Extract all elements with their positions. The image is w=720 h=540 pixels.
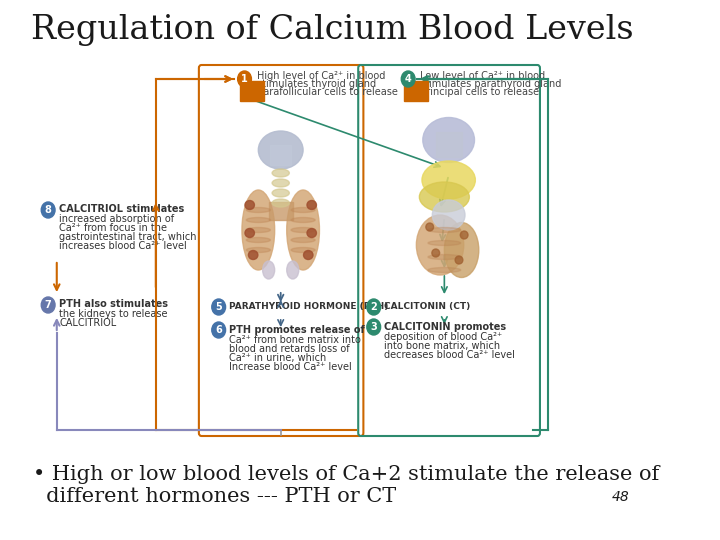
Circle shape [401,71,415,87]
Circle shape [366,319,381,335]
Ellipse shape [428,267,461,273]
Text: Ca²⁺ from focus in the: Ca²⁺ from focus in the [59,223,167,233]
Ellipse shape [444,222,479,278]
Text: CALCITONIN (CT): CALCITONIN (CT) [384,302,470,312]
Text: 8: 8 [45,205,52,215]
Text: High level of Ca²⁺ in blood: High level of Ca²⁺ in blood [256,71,385,81]
Text: 1: 1 [241,74,248,84]
Bar [271,145,291,165]
Text: 2: 2 [370,302,377,312]
Ellipse shape [246,207,271,213]
Ellipse shape [416,215,464,275]
Circle shape [212,322,225,338]
Text: stimulates parathyroid gland: stimulates parathyroid gland [420,79,562,89]
Text: Low level of Ca²⁺ in blood: Low level of Ca²⁺ in blood [420,71,545,81]
Bar [269,202,293,220]
Ellipse shape [291,238,315,242]
Ellipse shape [248,251,258,260]
Circle shape [212,299,225,315]
Ellipse shape [258,131,303,169]
Ellipse shape [291,218,315,222]
Text: 48: 48 [612,490,629,504]
Ellipse shape [272,189,289,197]
Ellipse shape [272,199,289,207]
Ellipse shape [428,240,461,246]
Ellipse shape [304,251,313,260]
Text: parafollicular cells to release: parafollicular cells to release [256,87,397,97]
Ellipse shape [419,182,469,212]
Text: gastrointestinal tract, which: gastrointestinal tract, which [59,232,197,242]
Ellipse shape [432,200,465,230]
Ellipse shape [245,228,254,238]
Ellipse shape [426,223,433,231]
Ellipse shape [291,227,315,233]
Ellipse shape [287,261,299,279]
Circle shape [366,299,381,315]
Ellipse shape [460,231,468,239]
Text: blood and retards loss of: blood and retards loss of [229,344,350,354]
Ellipse shape [246,247,271,253]
Text: 6: 6 [215,325,222,335]
Text: decreases blood Ca²⁺ level: decreases blood Ca²⁺ level [384,350,515,360]
Text: 3: 3 [370,322,377,332]
Text: PTH also stimulates: PTH also stimulates [59,299,168,309]
Bar [436,132,462,157]
Ellipse shape [307,228,317,238]
Text: into bone matrix, which: into bone matrix, which [384,341,500,351]
Ellipse shape [272,179,289,187]
Text: • High or low blood levels of Ca+2 stimulate the release of: • High or low blood levels of Ca+2 stimu… [32,464,659,483]
Text: Ca²⁺ from bone matrix into: Ca²⁺ from bone matrix into [229,335,361,345]
Ellipse shape [291,247,315,253]
Ellipse shape [263,261,274,279]
Ellipse shape [428,227,461,233]
Text: CALCITRIOL: CALCITRIOL [59,318,117,328]
Circle shape [41,297,55,313]
Ellipse shape [246,238,271,242]
Ellipse shape [455,256,463,264]
Ellipse shape [287,190,320,270]
Text: different hormones --- PTH or CT: different hormones --- PTH or CT [32,487,396,505]
Bar [240,81,264,101]
Text: 5: 5 [215,302,222,312]
Text: Regulation of Calcium Blood Levels: Regulation of Calcium Blood Levels [31,14,634,46]
Ellipse shape [423,118,474,163]
Ellipse shape [242,190,274,270]
Text: principal cells to release: principal cells to release [420,87,539,97]
Circle shape [238,71,251,87]
Text: 4: 4 [405,74,412,84]
Ellipse shape [246,227,271,233]
Text: PTH promotes release of: PTH promotes release of [229,325,365,335]
Text: PARATHYROID HORMONE (PTH): PARATHYROID HORMONE (PTH) [229,302,388,312]
Ellipse shape [422,161,475,199]
Text: the kidneys to release: the kidneys to release [59,309,168,319]
Text: stimulates thyroid gland: stimulates thyroid gland [256,79,376,89]
Text: CALCITONIN promotes: CALCITONIN promotes [384,322,506,332]
Ellipse shape [307,200,317,210]
Ellipse shape [245,200,254,210]
Ellipse shape [291,207,315,213]
Ellipse shape [272,169,289,177]
Ellipse shape [246,218,271,222]
Circle shape [41,202,55,218]
Ellipse shape [428,254,461,260]
Text: Ca²⁺ in urine, which: Ca²⁺ in urine, which [229,353,326,363]
Ellipse shape [432,249,440,257]
Text: Increase blood Ca²⁺ level: Increase blood Ca²⁺ level [229,362,352,372]
Bar [404,81,428,101]
Text: increases blood Ca²⁺ level: increases blood Ca²⁺ level [59,241,187,251]
Text: CALCITRIOL stimulates: CALCITRIOL stimulates [59,204,184,214]
Text: deposition of blood Ca²⁺: deposition of blood Ca²⁺ [384,332,503,342]
Text: 7: 7 [45,300,52,310]
Text: increased absorption of: increased absorption of [59,214,174,224]
